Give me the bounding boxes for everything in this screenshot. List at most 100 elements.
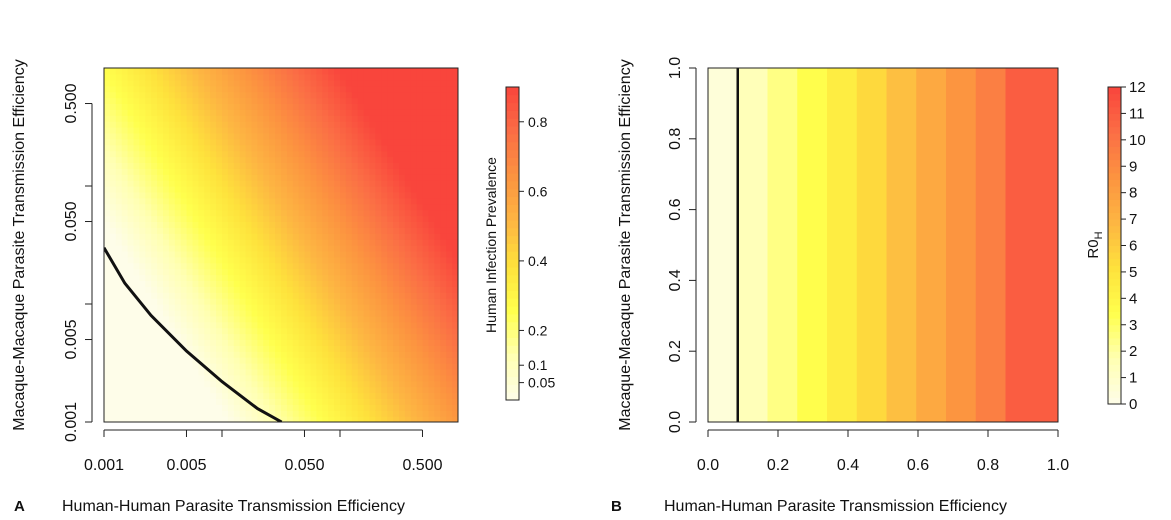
panel-a-heat-cell [357, 245, 365, 252]
panel-a-heat-cell [198, 150, 205, 158]
panel-a-heat-cell [404, 239, 412, 246]
panel-a-heat-cell [186, 68, 194, 75]
panel-b-legend-swatch [1108, 364, 1121, 372]
panel-a-heat-cell [357, 121, 365, 128]
panel-a-heat-cell [328, 351, 335, 358]
panel-a-heat-cell [257, 250, 264, 258]
panel-a-heat-cell [263, 374, 270, 382]
panel-a-heat-cell [428, 398, 435, 405]
panel-b-legend-tick-label: 5 [1129, 264, 1137, 281]
panel-a-legend-swatch [506, 196, 519, 205]
panel-a-heat-cell [115, 121, 123, 128]
panel-a-heat-cell [227, 144, 235, 152]
panel-a-heat-cell [198, 209, 205, 217]
panel-a-heat-cell [316, 345, 323, 352]
panel-a-heat-cell [263, 274, 270, 281]
panel-a-heat-cell [192, 304, 199, 311]
panel-a-heat-cell [334, 321, 341, 329]
panel-a-heat-cell [292, 298, 300, 305]
panel-a-heat-cell [163, 180, 170, 187]
panel-a-heat-cell [275, 315, 282, 323]
panel-a-heat-cell [275, 298, 282, 305]
panel-a-heat-cell [340, 351, 347, 358]
panel-a-heat-cell [316, 109, 323, 116]
panel-a-heat-cell [245, 345, 253, 352]
panel-a-heat-cell [251, 91, 258, 99]
panel-a-heat-cell [109, 286, 117, 293]
panel-a-heat-cell [121, 309, 129, 317]
panel-a-heat-cell [109, 186, 117, 193]
panel-b-legend-swatch [1108, 192, 1121, 200]
panel-a-heat-cell [139, 274, 146, 281]
panel-a-heat-cell [404, 191, 412, 199]
panel-a-heat-cell [239, 339, 247, 346]
panel-a-heat-cell [180, 191, 188, 199]
panel-a-heat-cell [251, 203, 258, 211]
panel-a-heat-cell [410, 156, 418, 163]
panel-a-heat-cell [151, 186, 158, 193]
panel-a-heat-cell [115, 363, 123, 370]
panel-a-heat-cell [245, 392, 253, 399]
panel-a-heat-cell [298, 321, 306, 329]
panel-a-heat-cell [304, 91, 312, 99]
panel-a-heat-cell [399, 386, 406, 394]
panel-a-heat-cell [416, 292, 424, 299]
panel-a-heat-cell [133, 197, 140, 205]
panel-a-heat-cell [233, 239, 241, 246]
panel-a-heat-cell [104, 109, 111, 116]
panel-a-heat-cell [304, 73, 312, 81]
panel-a-heat-cell [115, 109, 123, 116]
panel-a-heat-cell [275, 333, 282, 340]
panel-a-heat-cell [121, 357, 129, 364]
panel-a-heat-cell [263, 79, 270, 87]
panel-a-heat-cell [404, 298, 412, 305]
panel-a-heat-cell [393, 115, 400, 122]
panel-a-heat-cell [115, 150, 123, 158]
panel-a-heat-cell [387, 132, 394, 140]
panel-a-heat-cell [328, 292, 335, 299]
panel-a-heat-cell [387, 239, 394, 246]
panel-a-heat-cell [399, 345, 406, 352]
panel-a-heat-cell [198, 298, 205, 305]
panel-a-heat-cell [210, 416, 217, 422]
panel-a-heat-cell [393, 274, 400, 281]
panel-a-heat-cell [275, 180, 282, 187]
panel-a-heat-cell [127, 345, 135, 352]
panel-a-heat-cell [204, 186, 211, 193]
panel-a-heat-cell [410, 162, 418, 169]
panel-a-heat-cell [334, 398, 341, 405]
panel-a-heat-cell [404, 250, 412, 258]
panel-a-heat-cell [168, 150, 176, 158]
panel-a-heat-cell [109, 221, 117, 228]
panel-a-heat-cell [446, 144, 453, 152]
panel-b-x-tick-label: 0.0 [697, 457, 719, 474]
panel-a-heat-cell [263, 91, 270, 99]
panel-a-heat-cell [428, 144, 435, 152]
panel-a-heat-cell [375, 239, 382, 246]
panel-a-heat-cell [357, 174, 365, 181]
panel-a-heat-cell [127, 274, 135, 281]
panel-a-heat-cell [227, 380, 235, 388]
panel-a-heat-cell [363, 79, 371, 87]
panel-a-heat-cell [192, 268, 199, 276]
panel-a-heat-cell [210, 345, 217, 352]
panel-a-heat-cell [416, 416, 424, 422]
panel-a-heat-cell [316, 333, 323, 340]
panel-a-heat-cell [328, 357, 335, 364]
panel-a-heat-cell [109, 138, 117, 146]
panel-a-heat-cell [198, 386, 205, 394]
panel-a-heat-cell [198, 203, 205, 211]
panel-a-heat-cell [310, 156, 317, 163]
panel-a-heat-cell [351, 138, 359, 146]
panel-a-heat-cell [192, 186, 199, 193]
panel-a-heat-cell [233, 174, 241, 181]
panel-a-heat-cell [174, 410, 182, 417]
panel-a-heat-cell [381, 121, 388, 128]
panel-a-heat-cell [163, 333, 170, 340]
panel-a-heat-cell [298, 150, 306, 158]
panel-a-heat-cell [357, 233, 365, 240]
panel-a-heat-cell [257, 203, 264, 211]
panel-a-heat-cell [292, 233, 300, 240]
panel-a-heat-cell [227, 132, 235, 140]
panel-a-heat-cell [227, 180, 235, 187]
